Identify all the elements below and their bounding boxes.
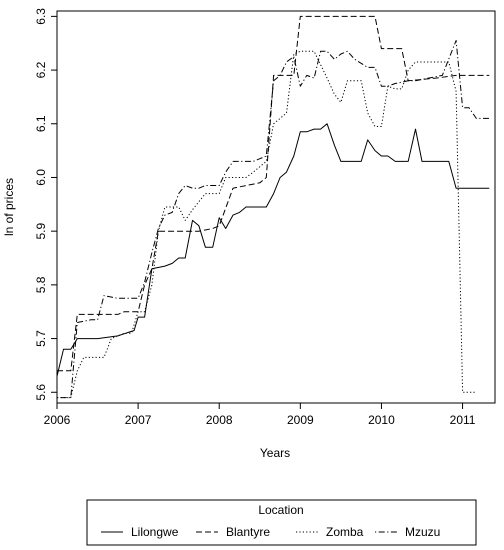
legend-box bbox=[86, 499, 477, 546]
series-layer bbox=[56, 15, 490, 399]
legend-label-mzuzu: Mzuzu bbox=[405, 525, 440, 539]
x-tick-label: 2007 bbox=[125, 413, 152, 427]
y-tick-label: 6.0 bbox=[34, 169, 48, 186]
legend-title: Location bbox=[258, 503, 303, 517]
series-line-lilongwe bbox=[56, 123, 490, 377]
y-axis-label: ln of prices bbox=[2, 178, 16, 236]
y-axis: 5.6 5.7 5.8 5.9 6.0 6.1 6.2 6.3 bbox=[34, 8, 57, 401]
y-tick-label: 5.6 bbox=[34, 384, 48, 401]
legend: Location Lilongwe Blantyre Zomba Mzuzu bbox=[86, 499, 477, 546]
y-tick-label: 5.7 bbox=[34, 330, 48, 347]
y-tick-label: 6.1 bbox=[34, 115, 48, 132]
x-tick-label: 2008 bbox=[206, 413, 233, 427]
series-line-zomba bbox=[57, 50, 477, 399]
x-axis-label: Years bbox=[260, 446, 290, 460]
y-tick-label: 5.8 bbox=[34, 276, 48, 293]
x-tick-label: 2010 bbox=[368, 413, 395, 427]
legend-label-lilongwe: Lilongwe bbox=[131, 525, 179, 539]
y-tick-label: 5.9 bbox=[34, 223, 48, 240]
series-line-blantyre bbox=[57, 15, 490, 372]
y-tick-label: 6.2 bbox=[34, 61, 48, 78]
y-tick-label: 6.3 bbox=[34, 8, 48, 25]
x-axis: 2006 2007 2008 2009 2010 2011 bbox=[44, 403, 476, 427]
series-line-mzuzu bbox=[57, 40, 490, 399]
legend-label-zomba: Zomba bbox=[326, 525, 364, 539]
x-tick-label: 2006 bbox=[44, 413, 71, 427]
x-tick-label: 2011 bbox=[450, 413, 476, 427]
plot-frame bbox=[56, 10, 496, 404]
x-tick-label: 2009 bbox=[287, 413, 314, 427]
legend-label-blantyre: Blantyre bbox=[226, 525, 270, 539]
